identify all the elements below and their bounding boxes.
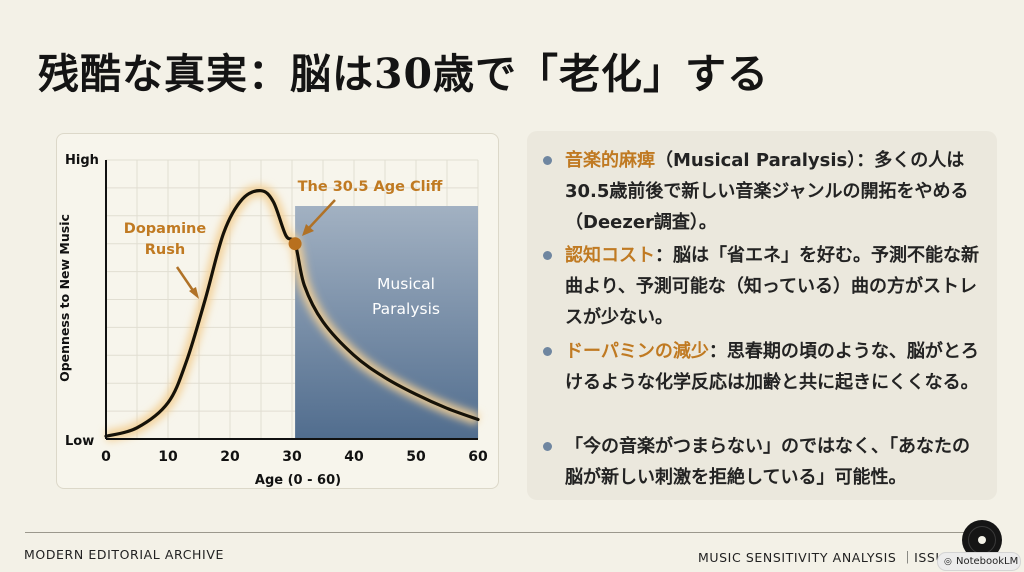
y-tick-low: Low — [65, 434, 94, 449]
x-tick-label: 30 — [282, 449, 302, 465]
age-cliff-arrow — [307, 199, 336, 230]
paralysis-label-line-2: Paralysis — [372, 300, 440, 318]
x-tick-label: 10 — [158, 449, 178, 465]
dopamine-label-line-1: Dopamine — [124, 221, 207, 237]
slide-title: 残酷な真実：脳は30歳で「老化」する — [38, 50, 770, 98]
x-tick-label: 60 — [468, 449, 488, 465]
bullet-cognitive-cost: 認知コスト：脳は「省エネ」を好む。予測不能な新曲より、予測可能な（知っている）曲… — [537, 240, 987, 333]
y-axis-label: Openness to New Music — [57, 214, 72, 382]
chart-card: 0 10 20 30 40 50 60 High Low Openness to New M… — [56, 133, 499, 489]
dopamine-arrowhead — [189, 287, 199, 299]
bullet-text: ：脳は「省エネ」を好む。予測不能な新曲より、予測可能な（知っている）曲の方がスト… — [565, 245, 979, 328]
bullet-musical-paralysis: 音楽的麻痺（Musical Paralysis）：多くの人は30.5歳前後で新し… — [537, 145, 987, 238]
paralysis-label-line-1: Musical — [377, 275, 435, 293]
x-tick-label: 20 — [220, 449, 240, 465]
x-tick-label: 40 — [344, 449, 364, 465]
x-axis-label: Age (0 - 60) — [255, 473, 341, 488]
bullet-term: ドーパミンの減少 — [565, 341, 709, 362]
dopamine-label-line-2: Rush — [145, 242, 185, 258]
bullet-dot — [543, 251, 552, 260]
bullet-term: 認知コスト — [565, 245, 655, 266]
x-tick-label: 0 — [101, 449, 111, 465]
bullet-text: 「今の音楽がつまらない」のではなく、「あなたの脳が新しい刺激を拒絶している」可能… — [565, 436, 970, 488]
badge-label: NotebookLM — [956, 556, 1019, 567]
y-tick-high: High — [65, 153, 99, 168]
age-cliff-arrowhead — [302, 224, 314, 236]
notebooklm-icon: ◎ — [944, 557, 952, 567]
bullet-term: 音楽的麻痺 — [565, 150, 655, 171]
bullet-brain-rejection: 「今の音楽がつまらない」のではなく、「あなたの脳が新しい刺激を拒絶している」可能… — [537, 431, 987, 493]
openness-chart: 0 10 20 30 40 50 60 High Low Openness to New M… — [57, 153, 488, 488]
bullet-panel: 音楽的麻痺（Musical Paralysis）：多くの人は30.5歳前後で新し… — [527, 131, 997, 500]
x-tick-label: 50 — [406, 449, 426, 465]
age-cliff-marker — [288, 237, 302, 251]
footer-issue: MUSIC SENSITIVITY ANALYSIS ｜ISSUE 01 — [698, 550, 976, 565]
dopamine-arrow — [175, 266, 196, 293]
x-tick-labels: 0 10 20 30 40 50 60 — [101, 449, 488, 465]
footer-publication: MODERN EDITORIAL ARCHIVE — [24, 547, 224, 562]
bullet-dopamine-decline: ドーパミンの減少：思春期の頃のような、脳がとろけるような化学反応は加齢と共に起き… — [537, 336, 987, 398]
bullet-dot — [543, 156, 552, 165]
notebooklm-badge[interactable]: ◎ NotebookLM — [937, 552, 1021, 571]
bullet-text: （Musical Paralysis）：多くの人は30.5歳前後で新しい音楽ジャ… — [565, 150, 969, 233]
bullet-dot — [543, 347, 552, 356]
openness-curve — [104, 189, 480, 438]
bullet-dot — [543, 442, 552, 451]
footer-rule — [25, 532, 980, 533]
record-hole — [978, 536, 986, 544]
age-cliff-label: The 30.5 Age Cliff — [298, 179, 443, 195]
bullet-text: ：思春期の頃のような、脳がとろけるような化学反応は加齢と共に起きにくくなる。 — [565, 341, 979, 393]
